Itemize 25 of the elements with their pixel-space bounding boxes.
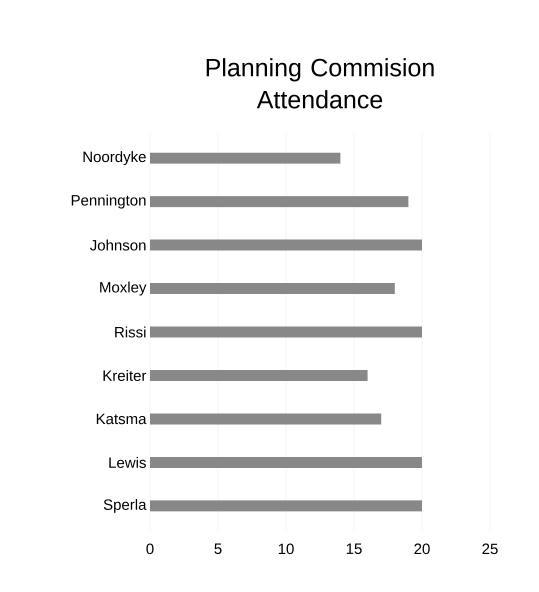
bar [150,326,422,338]
y-tick-label: Johnson [90,240,146,251]
bar [150,196,408,208]
y-tick-label: Noordyke [83,151,146,166]
y-tick-label: Rissi [115,326,146,338]
bar [150,240,422,251]
x-tick-label: 10 [278,544,294,554]
x-tick-label: 25 [482,544,498,554]
bar [150,456,422,468]
x-tick-label: 0 [146,544,154,554]
bar [150,413,382,424]
bar [150,283,395,294]
y-tick-label: Kreiter [104,370,146,381]
bar [150,500,422,512]
y-tick-label: Katsma [96,414,146,424]
bar [150,370,368,381]
bar [150,152,340,164]
x-tick-label: 20 [414,544,430,554]
x-tick-label: 15 [346,544,362,554]
chart-title: Planning Commision Attendance [206,58,434,108]
y-tick-label: Moxley [100,282,146,296]
x-tick-label: 5 [214,544,222,554]
y-tick-label: Pennington [72,194,146,209]
y-tick-label: Sperla [104,498,146,513]
y-tick-label: Lewis [109,456,146,468]
